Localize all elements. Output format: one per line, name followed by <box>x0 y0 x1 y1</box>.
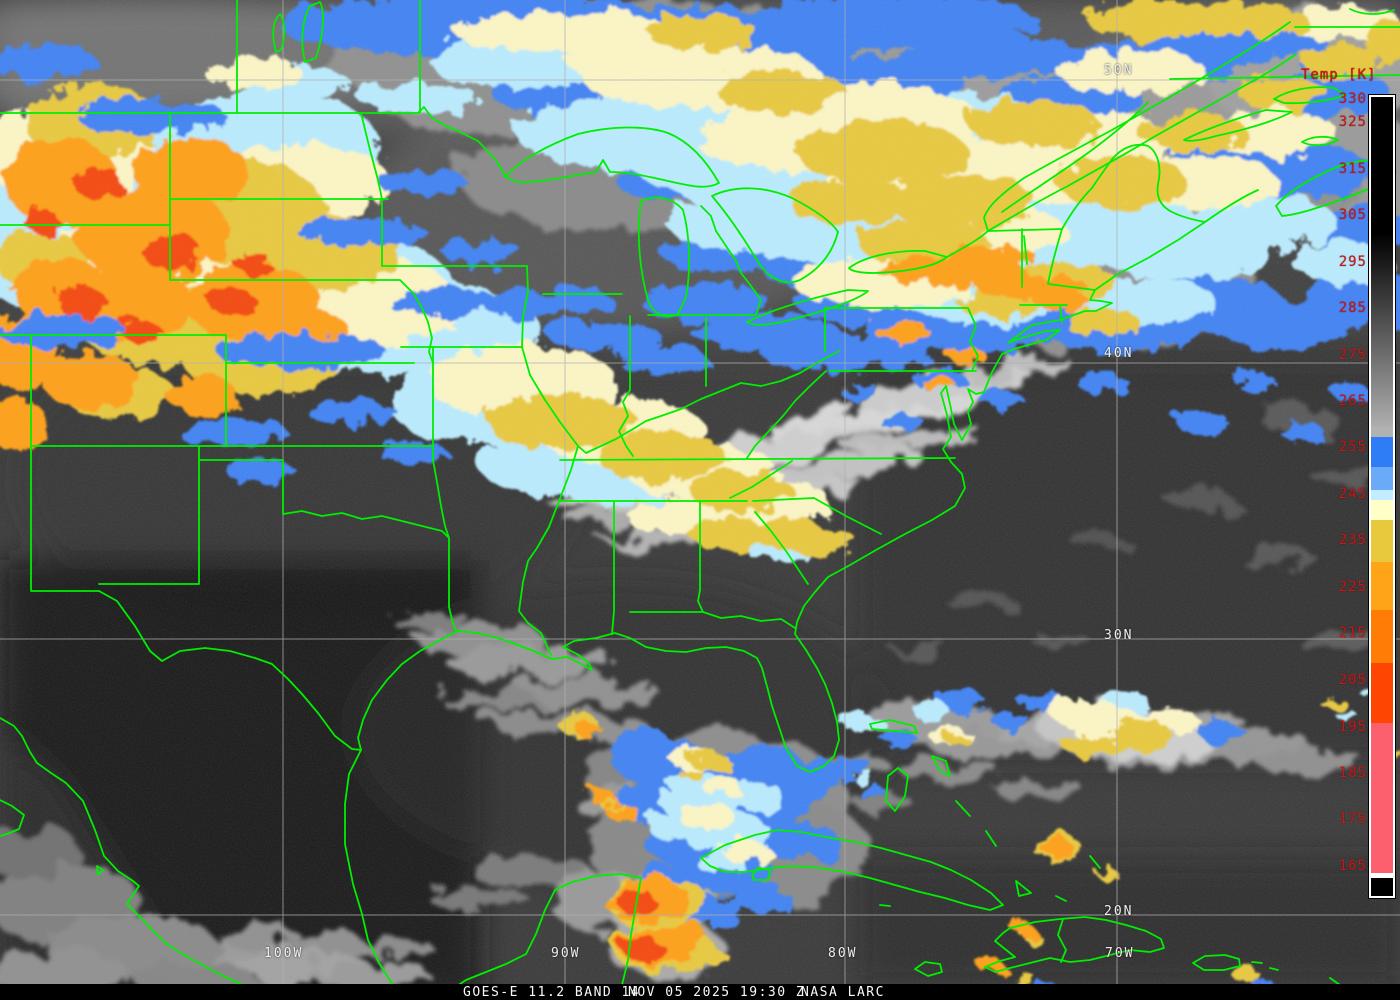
colorbar-tick: 295 <box>1338 254 1367 270</box>
colorbar-tick: 175 <box>1338 811 1367 827</box>
lake-huron <box>711 187 839 284</box>
hispaniola <box>984 916 1165 973</box>
red-river-texas <box>282 346 457 632</box>
lat-label-30n: 30N <box>1104 628 1134 643</box>
jamaica <box>914 961 943 977</box>
colorbar-tick: 165 <box>1338 858 1367 874</box>
colorbar-tick: 275 <box>1338 347 1367 363</box>
ohio-river <box>577 350 840 454</box>
caption-credit-label: NASA LARC <box>801 985 885 1000</box>
colorbar-tick: 330 <box>1338 91 1367 107</box>
colorbar-tick: 195 <box>1338 719 1367 735</box>
bahamas-antilles <box>869 719 1369 997</box>
mexico-pacific-coast <box>0 717 263 1000</box>
colorbar-tick: 315 <box>1338 161 1367 177</box>
lon-label-90w: 90W <box>551 946 581 961</box>
lat-label-40n: 40N <box>1104 346 1134 361</box>
temperature-colorbar <box>1369 95 1395 898</box>
midwest-borders <box>360 112 762 457</box>
puerto-rico <box>1192 954 1241 971</box>
gaspe-anticosti <box>1169 8 1400 142</box>
lat-label-20n: 20N <box>1104 904 1134 919</box>
lake-superior <box>504 126 720 188</box>
caption-datetime-label: NOV 05 2025 19:30 Z <box>628 985 806 1000</box>
colorbar-tick: 235 <box>1338 532 1367 548</box>
colorbar-tick: 215 <box>1338 625 1367 641</box>
lake-ontario <box>848 250 948 274</box>
colorbar-tick: 325 <box>1338 114 1367 130</box>
baja-california <box>0 799 104 876</box>
temperature-unit-label: Temp [K] <box>1301 67 1377 83</box>
colorbar-tick: 255 <box>1338 439 1367 455</box>
caption-bar: GOES-E 11.2 BAND 14 NOV 05 2025 19:30 Z … <box>0 984 1400 1000</box>
lat-label-50n: 50N <box>1104 63 1134 78</box>
manitoba-lakes <box>272 1 324 63</box>
colorbar-tick: 185 <box>1338 765 1367 781</box>
caption-product-label: GOES-E 11.2 BAND 14 <box>463 985 641 1000</box>
mississippi-river <box>518 265 579 656</box>
lon-label-100w: 100W <box>264 946 304 961</box>
northeast-borders <box>987 228 1096 323</box>
maine-canada <box>1061 143 1259 230</box>
atlantic-gulf-coastline <box>344 221 1206 997</box>
lon-label-70w: 70W <box>1105 946 1135 961</box>
colorbar-tick: 225 <box>1338 579 1367 595</box>
colorbar-tick: 205 <box>1338 672 1367 688</box>
cuba <box>700 829 1004 911</box>
eastern-state-borders <box>558 307 979 635</box>
lake-erie <box>746 289 869 326</box>
lon-label-80w: 80W <box>828 946 858 961</box>
colorbar-tick: 305 <box>1338 207 1367 223</box>
western-state-borders <box>0 112 434 592</box>
canada-borders <box>236 0 421 114</box>
colorbar-tick: 245 <box>1338 486 1367 502</box>
colorbar-tick: 285 <box>1338 300 1367 316</box>
lake-michigan <box>637 196 691 318</box>
rio-grande <box>98 590 362 751</box>
colorbar-tick: 265 <box>1338 393 1367 409</box>
